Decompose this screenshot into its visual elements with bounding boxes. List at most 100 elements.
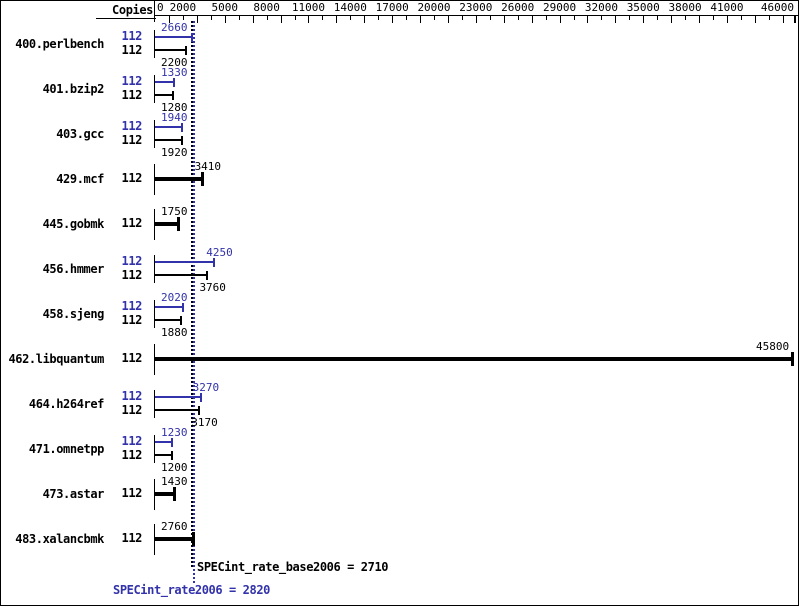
axis-tick-label: 8000 — [253, 1, 280, 14]
axis-tick-label: 38000 — [668, 1, 702, 14]
value-label: 2200 — [161, 56, 188, 69]
result-bar — [155, 49, 186, 51]
axis-tick-label: 0 — [157, 1, 164, 14]
result-bar — [155, 36, 193, 38]
result-bar-endcap — [182, 303, 185, 312]
benchmark-name: 429.mcf — [56, 172, 104, 186]
result-bar-endcap — [191, 532, 195, 546]
axis-tick — [489, 16, 491, 20]
benchmark-name: 456.hmmer — [42, 262, 105, 276]
axis-tick — [434, 16, 435, 20]
axis-tick — [364, 16, 366, 23]
benchmark-name: 462.libquantum — [8, 352, 104, 366]
copies-value: 112 — [121, 254, 143, 268]
copies-value: 112 — [121, 389, 143, 403]
result-bar — [155, 139, 182, 141]
copies-value: 112 — [121, 448, 143, 462]
axis-tick — [336, 16, 338, 23]
axis-tick — [782, 16, 784, 23]
benchmark-name: 483.xalancbmk — [15, 532, 104, 546]
benchmark-name: 400.perlbench — [15, 37, 104, 51]
axis-tick — [168, 16, 170, 23]
axis-tick — [713, 16, 714, 20]
axis-tick — [671, 16, 673, 23]
bar-start-bracket — [154, 435, 155, 463]
benchmark-name: 458.sjeng — [42, 307, 105, 321]
axis-tick — [754, 16, 756, 23]
result-bar-endcap — [180, 136, 183, 145]
axis-tick-label: 26000 — [501, 1, 535, 14]
copies-value: 112 — [121, 29, 143, 43]
axis-origin-line — [154, 1, 155, 22]
value-label: 2760 — [161, 520, 188, 533]
axis-tick — [350, 16, 352, 20]
axis-tick — [559, 16, 561, 23]
result-bar-endcap — [177, 217, 181, 231]
result-bar — [155, 441, 173, 443]
copies-value: 112 — [121, 268, 143, 282]
result-bar — [155, 454, 172, 456]
value-label: 45800 — [756, 340, 790, 353]
result-bar-endcap — [170, 451, 173, 460]
axis-tick — [629, 16, 631, 20]
value-label: 2020 — [161, 291, 188, 304]
axis-tick — [322, 16, 324, 20]
result-bar — [155, 409, 200, 411]
result-bar-endcap — [172, 78, 175, 87]
result-bar-endcap — [199, 393, 202, 402]
value-label: 3760 — [199, 281, 226, 294]
bar-start-bracket — [154, 30, 155, 58]
axis-tick — [308, 16, 310, 23]
result-bar-endcap — [184, 46, 187, 55]
copies-value: 112 — [121, 486, 143, 500]
value-label: 4250 — [206, 246, 233, 259]
value-label: 1750 — [161, 205, 188, 218]
result-bar — [155, 126, 183, 128]
axis-tick — [740, 16, 742, 20]
base-summary-text: SPECint_rate_base2006 = 2710 — [197, 560, 389, 574]
result-bar-endcap — [172, 487, 176, 501]
result-bar-endcap — [206, 271, 209, 280]
axis-tick — [545, 16, 547, 20]
axis-tick-label: 14000 — [333, 1, 367, 14]
axis-tick — [587, 16, 589, 23]
axis-tick — [252, 16, 254, 23]
value-label: 3170 — [191, 416, 218, 429]
axis-tick — [294, 16, 296, 20]
axis-tick-label: 32000 — [584, 1, 618, 14]
axis-tick-label: 17000 — [375, 1, 409, 14]
benchmark-name: 445.gobmk — [42, 217, 105, 231]
axis-tick-label: 23000 — [459, 1, 493, 14]
axis-tick — [461, 16, 463, 20]
axis-tick-label: 35000 — [626, 1, 660, 14]
value-label: 1430 — [161, 475, 188, 488]
copies-header-underline — [96, 18, 156, 19]
copies-value: 112 — [121, 299, 143, 313]
bar-start-bracket — [154, 120, 155, 148]
bar-start-bracket — [154, 524, 155, 555]
axis-tick-label: 2000 — [169, 1, 197, 14]
value-label: 1200 — [161, 461, 188, 474]
axis-tick — [266, 16, 268, 20]
value-label: 1880 — [161, 326, 188, 339]
axis-tick-label: 5000 — [211, 1, 239, 14]
peak-summary-text: SPECint_rate2006 = 2820 — [113, 583, 270, 597]
result-bar — [155, 81, 174, 83]
benchmark-name: 471.omnetpp — [28, 442, 104, 456]
axis-tick-label: 29000 — [542, 1, 577, 14]
result-bar — [155, 537, 194, 541]
copies-value: 112 — [121, 313, 143, 327]
axis-tick — [280, 16, 282, 23]
result-bar — [155, 396, 201, 398]
axis-tick — [238, 16, 240, 20]
copies-value: 112 — [121, 403, 143, 417]
bar-start-bracket — [154, 390, 155, 418]
axis-tick-label: 46000 — [760, 1, 794, 14]
value-label: 2660 — [161, 21, 188, 34]
benchmark-name: 403.gcc — [56, 127, 104, 141]
axis-tick — [224, 16, 226, 23]
result-bar-endcap — [213, 258, 216, 267]
bar-start-bracket — [154, 164, 155, 195]
axis-tick-label: 11000 — [291, 1, 325, 14]
